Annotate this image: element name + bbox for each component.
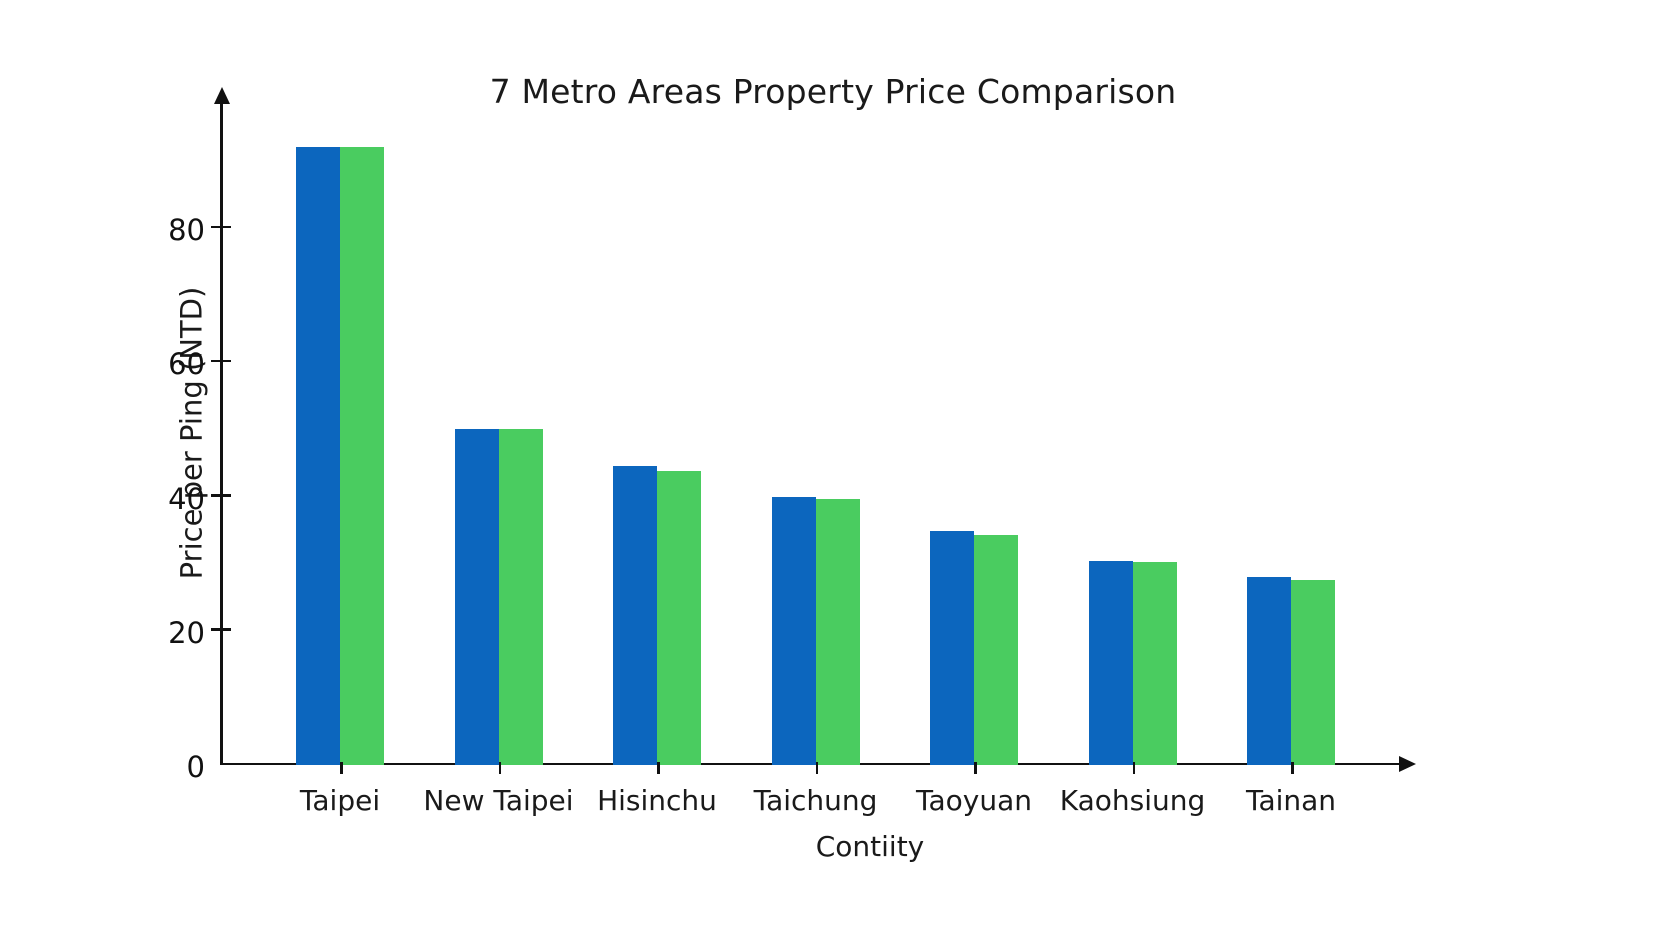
x-axis-tick-label: Taichung — [753, 784, 878, 817]
x-axis-tick-label: Kaohsiung — [1059, 784, 1206, 817]
y-axis-tick — [211, 628, 231, 631]
y-axis-tick-label: 80 — [168, 213, 205, 247]
x-axis-tick — [1132, 762, 1135, 774]
x-axis-tick-label: Hisinchu — [597, 784, 717, 817]
bar[interactable] — [1088, 560, 1133, 765]
x-axis-tick — [498, 762, 501, 774]
x-axis-tick-label: New Taipei — [423, 784, 574, 817]
bar[interactable] — [771, 496, 816, 765]
bar[interactable] — [613, 466, 657, 765]
bar[interactable] — [498, 429, 543, 765]
chart-title: 7 Metro Areas Property Price Comparison — [489, 72, 1177, 111]
bar[interactable] — [454, 429, 499, 765]
bar[interactable] — [974, 535, 1018, 765]
x-axis-tick — [815, 762, 818, 774]
bar[interactable] — [296, 147, 340, 765]
y-axis-tick-label: 20 — [168, 615, 205, 650]
y-axis-tick-label: 0 — [186, 750, 205, 784]
x-axis-tick-label: Tainan — [1245, 784, 1337, 817]
y-axis-title: Price per Ping (NTD) — [174, 286, 209, 579]
y-axis-tick — [211, 359, 231, 363]
x-axis-tick — [657, 762, 660, 774]
bar[interactable] — [815, 498, 860, 765]
plot-area: Price per Ping (NTD) 0 20 40 60 80 Taipei New… — [168, 87, 1416, 863]
y-axis-tick — [211, 494, 231, 497]
x-axis-arrow-icon — [1399, 755, 1416, 772]
x-axis-tick — [974, 762, 977, 774]
bar[interactable] — [1247, 577, 1291, 765]
y-axis-tick-label: 60 — [168, 347, 205, 382]
bar[interactable] — [1291, 579, 1335, 765]
x-axis-tick-label: Taoyuan — [916, 784, 1032, 817]
bar[interactable] — [1132, 561, 1177, 765]
bar[interactable] — [657, 471, 701, 765]
x-axis-tick — [340, 762, 343, 774]
x-axis-title: Contiity — [815, 830, 925, 863]
y-axis-tick-label: 40 — [168, 481, 205, 516]
y-axis-tick — [211, 225, 231, 228]
x-axis-tick-label: Taipei — [299, 784, 381, 817]
y-axis-line — [214, 87, 230, 765]
bar[interactable] — [930, 531, 974, 765]
bar[interactable] — [340, 147, 384, 765]
y-axis-arrow-icon — [214, 87, 230, 104]
x-axis-tick — [1291, 762, 1294, 774]
